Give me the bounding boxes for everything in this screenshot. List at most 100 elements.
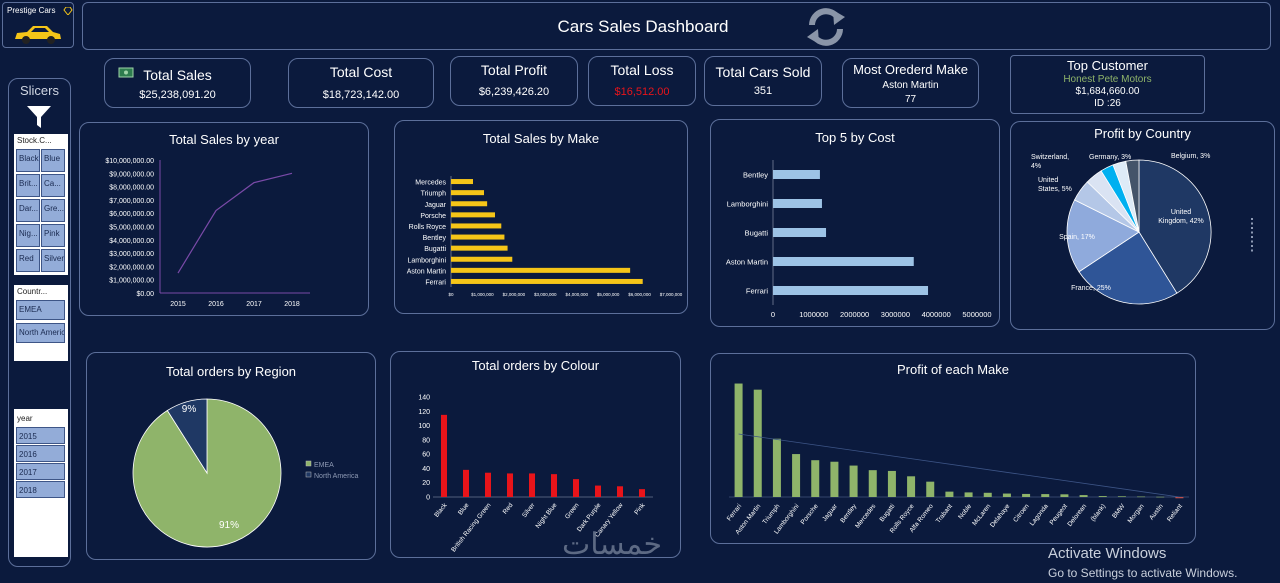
bar-delorean — [1079, 495, 1088, 497]
slicer-color-brit[interactable]: Brit... — [16, 174, 40, 197]
x-tick-label: $7,000,000 — [660, 292, 683, 297]
x-tick-label: 2000000 — [840, 310, 869, 319]
y-tick-label: 0 — [426, 495, 430, 502]
slicers-panel: Slicers Stock.C... Black Blue Brit... Ca...… — [8, 78, 71, 567]
slicer-year-2017[interactable]: 2017 — [16, 463, 65, 480]
orders-by-region-chart: 91% 9% EMEA North America — [132, 398, 358, 548]
bar-aston-martin — [753, 389, 762, 497]
slice-spain-17 — [1066, 199, 1140, 273]
bar-lamborghini — [773, 199, 822, 208]
y-tick-label: $3,000,000.00 — [109, 251, 154, 258]
slicer-color-red[interactable]: Red — [16, 249, 40, 272]
slicer-color-nig[interactable]: Nig... — [16, 224, 40, 247]
legend-marker — [1251, 245, 1253, 247]
money-icon — [118, 67, 134, 78]
bar-bentley — [773, 170, 820, 179]
bar-jaguar — [451, 201, 488, 207]
sales-by-make-chart: Mercedes Triumph Jaguar Porsche Rolls Royce B… — [407, 176, 683, 297]
x-tick-label: 1000000 — [799, 310, 828, 319]
bar-mclaren — [983, 492, 992, 497]
kpi-label: Most Orederd Make — [853, 62, 968, 77]
slice-label-line: United — [1171, 209, 1191, 216]
bar-porsche — [811, 460, 820, 497]
category-label: Austin — [1148, 503, 1165, 522]
bar-bmw — [1117, 496, 1126, 497]
kpi-label: Total Sales — [143, 67, 212, 83]
slicer-color-ca[interactable]: Ca... — [41, 174, 65, 197]
bar-triumph — [772, 438, 781, 497]
kpi-customer-name: Honest Pete Motors — [1063, 74, 1152, 85]
slice-label-line: Switzerland, — [1031, 154, 1069, 161]
legend-marker — [1251, 236, 1253, 238]
category-label: Bentley — [743, 171, 768, 180]
chart-title: Total Sales by year — [169, 132, 279, 147]
kpi-most-ordered-make: Most Orederd Make Aston Martin 77 — [842, 58, 979, 108]
bar-morgan — [1137, 496, 1146, 498]
bar-green — [573, 479, 579, 497]
brand-tile: Prestige Cars — [2, 2, 74, 48]
chart-title: Total Sales by Make — [482, 131, 600, 146]
trend-line — [738, 433, 1180, 498]
kpi-total-cars-sold: Total Cars Sold 351 — [704, 56, 822, 106]
series-line — [177, 172, 293, 274]
category-label: Morgan — [1127, 503, 1146, 525]
watermark-activate: Activate Windows — [1048, 545, 1167, 562]
legend-marker — [1251, 222, 1253, 225]
x-tick-label: $6,000,000 — [628, 292, 651, 297]
bar-bugatti — [887, 470, 896, 497]
sales-by-year-chart: $0.00 $1,000,000.00 $2,000,000.00 $3,000,00… — [105, 158, 310, 308]
slicer-year-2015[interactable]: 2015 — [16, 427, 65, 444]
legend-marker — [1251, 218, 1253, 220]
category-label: Ferrari — [726, 503, 743, 522]
y-tick-label: $5,000,000.00 — [109, 225, 154, 232]
slicer-color-gre[interactable]: Gre... — [41, 199, 65, 222]
kpi-value: $25,238,091.20 — [139, 89, 216, 101]
slicer-color-blue[interactable]: Blue — [41, 149, 65, 172]
bar-night-blue — [551, 474, 557, 497]
bar-ferrari — [451, 278, 643, 284]
slice-label: Switzerland, 4% — [1031, 154, 1069, 170]
category-label: Aston Martin — [407, 268, 446, 275]
bar-aston-martin — [451, 267, 631, 273]
slice-label: United States, 5% — [1038, 177, 1072, 193]
category-label: Citroen — [1012, 503, 1031, 524]
slice-label: 9% — [182, 404, 197, 415]
orders-by-colour-panel: Total orders by Colour 0 20 40 60 80 100 120 14… — [390, 351, 681, 558]
orders-by-region-panel: Total orders by Region 91% 9% EMEA North Am… — [86, 352, 376, 560]
slicer-color-dar[interactable]: Dar... — [16, 199, 40, 222]
bar-noble — [964, 492, 973, 497]
category-label: British Racing Green — [450, 502, 493, 554]
bar-triumph — [451, 190, 484, 196]
bar-peugeot — [1060, 494, 1069, 497]
y-tick-label: 120 — [418, 409, 430, 416]
y-tick-label: 40 — [422, 466, 430, 473]
y-tick-label: $7,000,000.00 — [109, 198, 154, 205]
kpi-value: 77 — [904, 94, 917, 105]
slicer-country-emea[interactable]: EMEA — [16, 300, 65, 320]
bar-rolls-royce — [907, 476, 916, 497]
slice-belgium-3 — [1125, 159, 1140, 233]
year-slicer-header: year — [17, 414, 33, 423]
category-label: Night Blue — [535, 502, 559, 530]
category-label: Porsche — [420, 213, 446, 220]
stock-color-slicer: Stock.C... Black Blue Brit... Ca... Dar... Gr… — [14, 134, 68, 275]
slicer-color-black[interactable]: Black — [16, 149, 40, 172]
bar-ferrari — [773, 286, 929, 295]
x-tick-label: $2,000,000 — [503, 292, 526, 297]
slicer-color-pink[interactable]: Pink — [41, 224, 65, 247]
refresh-icon[interactable] — [802, 5, 850, 49]
category-label: Triumph — [421, 191, 447, 198]
bar-jaguar — [830, 461, 839, 497]
slicer-year-2018[interactable]: 2018 — [16, 481, 65, 498]
kpi-value: 351 — [753, 85, 773, 97]
x-tick-label: $1,000,000 — [471, 292, 494, 297]
top5-cost-panel: Top 5 by Cost Bentley Lamborghini Bugatti A… — [710, 119, 1000, 327]
category-label: Trabant — [935, 503, 954, 525]
slicer-year-2016[interactable]: 2016 — [16, 445, 65, 462]
bar-trabant — [945, 491, 954, 497]
kpi-label: Total Cost — [329, 64, 393, 80]
bar-canary-yellow — [617, 486, 623, 497]
slicer-country-north-america[interactable]: North America — [16, 323, 65, 343]
slicer-color-silver[interactable]: Silver — [41, 249, 65, 272]
bar-silver — [529, 473, 535, 497]
